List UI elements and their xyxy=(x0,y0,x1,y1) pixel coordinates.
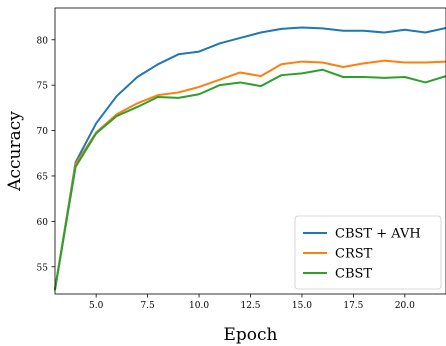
y-tick-label: 75 xyxy=(37,82,49,92)
series-line xyxy=(54,59,446,291)
y-axis: 55 60 65 70 75 80 xyxy=(37,36,55,273)
y-tick-label: 65 xyxy=(37,172,49,182)
x-tick-label: 12.5 xyxy=(240,301,260,311)
plot-lines xyxy=(54,26,446,291)
x-tick-label: 17.5 xyxy=(343,301,363,311)
x-tick-label: 20.0 xyxy=(395,301,415,311)
series-line xyxy=(54,26,446,291)
x-tick-label: 5.0 xyxy=(89,301,104,311)
x-axis: 5.0 7.5 10.0 12.5 15.0 17.5 20.0 xyxy=(89,294,415,311)
legend-entry: CBST xyxy=(335,267,372,282)
series-line xyxy=(54,68,446,291)
y-tick-label: 80 xyxy=(37,36,49,46)
legend: CBST + AVH CRST CBST xyxy=(294,215,442,290)
legend-box xyxy=(294,215,442,290)
y-tick-label: 55 xyxy=(37,263,49,273)
y-tick-label: 60 xyxy=(37,218,49,228)
x-tick-label: 10.0 xyxy=(189,301,209,311)
y-tick-label: 70 xyxy=(37,127,49,137)
y-axis-label: Accuracy xyxy=(5,111,25,192)
x-axis-label: Epoch xyxy=(224,325,278,345)
x-tick-label: 7.5 xyxy=(140,301,155,311)
x-tick-label: 15.0 xyxy=(292,301,312,311)
legend-entry: CBST + AVH xyxy=(335,227,421,242)
legend-entry: CRST xyxy=(335,247,373,262)
